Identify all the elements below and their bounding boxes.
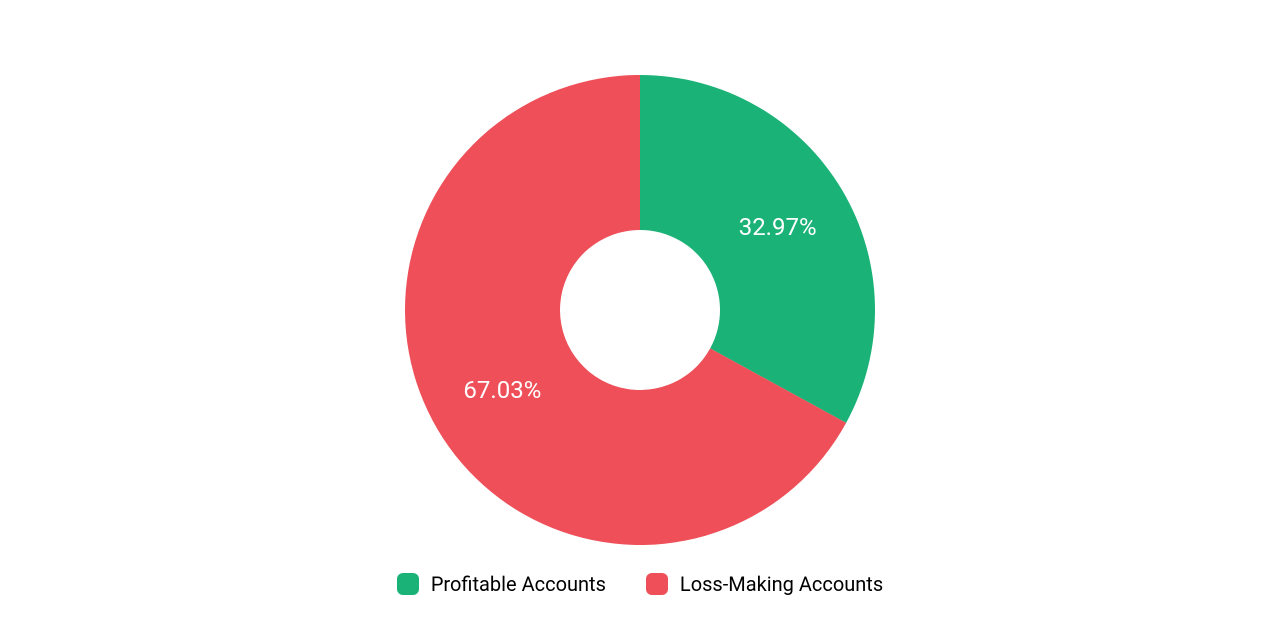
legend-swatch-loss	[646, 573, 668, 595]
legend-label-loss: Loss-Making Accounts	[680, 572, 883, 596]
account-profitability-donut-chart: 32.97% 67.03% Profitable Accounts Loss-Ma…	[0, 0, 1280, 641]
legend-swatch-profitable	[397, 573, 419, 595]
legend-label-profitable: Profitable Accounts	[431, 572, 606, 596]
legend-item-profitable: Profitable Accounts	[397, 572, 606, 596]
donut-slice-profitable	[640, 75, 875, 423]
donut-slice-label-profitable: 32.97%	[739, 213, 817, 241]
chart-legend: Profitable Accounts Loss-Making Accounts	[0, 572, 1280, 596]
donut-slice-label-loss: 67.03%	[463, 376, 541, 404]
donut-svg: 32.97% 67.03%	[390, 60, 890, 560]
legend-item-loss: Loss-Making Accounts	[646, 572, 883, 596]
